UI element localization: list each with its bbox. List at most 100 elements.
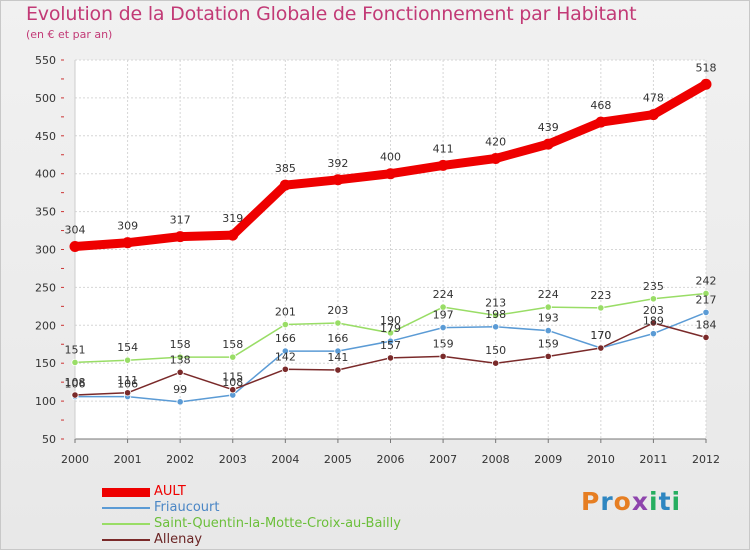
data-label: 158 bbox=[222, 338, 243, 351]
y-tick-label: 550 bbox=[35, 54, 56, 67]
data-label: 319 bbox=[222, 212, 243, 225]
data-point bbox=[227, 229, 239, 241]
legend-label: Saint-Quentin-la-Motte-Croix-au-Bailly bbox=[154, 516, 401, 531]
data-point bbox=[71, 358, 79, 367]
data-point bbox=[492, 359, 500, 367]
data-point bbox=[176, 353, 184, 361]
data-label: 385 bbox=[275, 162, 296, 175]
data-point bbox=[176, 398, 184, 406]
data-point bbox=[647, 109, 659, 121]
data-label: 198 bbox=[485, 308, 506, 321]
data-point bbox=[281, 365, 289, 373]
data-point bbox=[439, 352, 447, 360]
chart-subtitle: (en € et par an) bbox=[26, 28, 113, 41]
data-label: 203 bbox=[327, 304, 348, 317]
legend-swatch bbox=[102, 523, 150, 525]
data-point bbox=[597, 344, 605, 352]
legend-item: Allenay bbox=[102, 532, 522, 548]
data-point bbox=[69, 240, 81, 252]
data-label: 203 bbox=[643, 304, 664, 317]
x-tick-label: 2012 bbox=[692, 453, 720, 466]
data-point bbox=[279, 179, 291, 191]
data-label: 150 bbox=[485, 344, 506, 357]
data-point bbox=[386, 354, 395, 362]
data-label: 99 bbox=[173, 383, 187, 396]
data-point bbox=[649, 319, 658, 327]
data-label: 213 bbox=[485, 296, 506, 309]
legend-swatch bbox=[102, 539, 150, 541]
y-tick-label: 300 bbox=[35, 244, 56, 257]
data-point bbox=[597, 304, 605, 312]
data-label: 235 bbox=[643, 280, 664, 293]
data-point bbox=[544, 303, 552, 311]
data-label: 304 bbox=[65, 223, 86, 236]
data-label: 317 bbox=[170, 214, 191, 227]
data-label: 242 bbox=[696, 274, 717, 287]
data-point bbox=[386, 329, 395, 337]
data-label: 478 bbox=[643, 92, 664, 105]
data-point bbox=[229, 353, 237, 361]
data-point bbox=[281, 320, 289, 329]
data-label: 154 bbox=[117, 341, 138, 354]
data-point bbox=[281, 347, 289, 355]
x-tick-label: 2007 bbox=[429, 453, 457, 466]
logo-letter: P bbox=[581, 487, 601, 516]
data-label: 106 bbox=[117, 378, 138, 391]
legend-label: Allenay bbox=[154, 532, 203, 547]
x-tick-label: 2005 bbox=[324, 453, 352, 466]
data-label: 223 bbox=[590, 289, 611, 302]
data-point bbox=[492, 311, 500, 320]
data-label: 411 bbox=[433, 142, 454, 155]
legend-item: AULT bbox=[102, 484, 522, 500]
data-point bbox=[490, 153, 502, 165]
y-tick-label: 400 bbox=[35, 168, 56, 181]
logo-letter: o bbox=[613, 487, 632, 516]
data-point bbox=[542, 138, 554, 150]
logo-letter: i bbox=[671, 487, 682, 516]
chart-title: Evolution de la Dotation Globale de Fonc… bbox=[26, 3, 637, 25]
data-point bbox=[439, 303, 447, 311]
logo-letter: x bbox=[631, 487, 649, 516]
data-label: 189 bbox=[643, 315, 664, 328]
data-label: 170 bbox=[590, 329, 611, 342]
data-label: 224 bbox=[538, 288, 559, 301]
data-label: 115 bbox=[222, 371, 243, 384]
data-point bbox=[332, 174, 344, 186]
y-tick-label: 100 bbox=[35, 395, 56, 408]
data-point bbox=[334, 319, 342, 327]
legend-label: Friaucourt bbox=[154, 500, 220, 515]
data-point bbox=[334, 347, 342, 355]
y-tick-label: 500 bbox=[35, 92, 56, 105]
x-tick-label: 2004 bbox=[271, 453, 299, 466]
data-label: 420 bbox=[485, 136, 506, 149]
data-point bbox=[649, 295, 658, 303]
legend-item: Saint-Quentin-la-Motte-Croix-au-Bailly bbox=[102, 516, 522, 532]
x-tick-label: 2003 bbox=[219, 453, 247, 466]
data-point bbox=[229, 386, 237, 394]
proxiti-logo: Proxiti bbox=[581, 487, 681, 516]
data-label: 142 bbox=[275, 350, 296, 363]
y-tick-label: 150 bbox=[35, 357, 56, 370]
x-tick-label: 2010 bbox=[587, 453, 615, 466]
logo-letter: t bbox=[658, 487, 672, 516]
legend-swatch bbox=[102, 507, 150, 509]
x-tick-label: 2011 bbox=[639, 453, 667, 466]
data-point bbox=[700, 78, 712, 90]
legend-item: Friaucourt bbox=[102, 500, 522, 516]
y-tick-label: 50 bbox=[42, 433, 56, 446]
data-label: 224 bbox=[433, 288, 454, 301]
data-point bbox=[386, 337, 395, 345]
data-point bbox=[123, 356, 132, 364]
data-point bbox=[595, 116, 607, 128]
data-point bbox=[702, 289, 710, 298]
data-point bbox=[649, 330, 658, 338]
data-label: 193 bbox=[538, 312, 559, 325]
data-label: 108 bbox=[222, 376, 243, 389]
data-point bbox=[334, 366, 342, 374]
data-point bbox=[492, 323, 500, 331]
data-point bbox=[702, 333, 710, 342]
data-label: 201 bbox=[275, 306, 296, 319]
legend-swatch bbox=[102, 487, 150, 497]
logo-letter: i bbox=[649, 487, 659, 516]
y-tick-label: 200 bbox=[35, 319, 56, 332]
